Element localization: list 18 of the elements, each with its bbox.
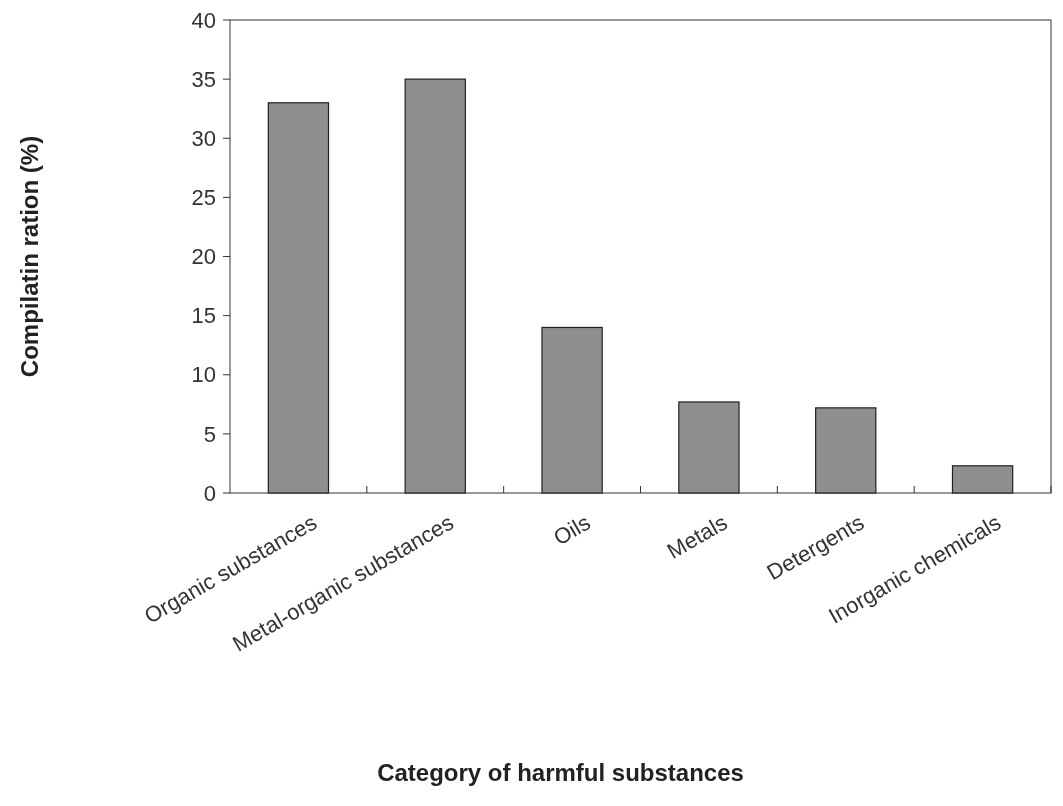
bar <box>951 465 1014 494</box>
bar <box>678 401 740 494</box>
bar <box>541 326 603 494</box>
x-axis-title: Category of harmful substances <box>377 759 744 786</box>
y-tick-label: 35 <box>191 66 216 92</box>
y-axis-title: Compilatin ration (%) <box>16 135 43 378</box>
y-tick-label: 15 <box>191 303 216 329</box>
bar <box>815 407 877 494</box>
bar <box>267 102 330 494</box>
y-tick-label: 10 <box>191 362 216 388</box>
y-tick-label: 20 <box>191 244 216 270</box>
y-tick-label: 40 <box>191 7 216 33</box>
y-tick-label: 5 <box>203 421 216 447</box>
y-tick-label: 25 <box>191 185 216 211</box>
bar <box>404 78 466 494</box>
y-tick-label: 0 <box>203 480 216 506</box>
y-tick-label: 30 <box>191 125 216 151</box>
x-tick-label: Oils <box>549 509 595 551</box>
